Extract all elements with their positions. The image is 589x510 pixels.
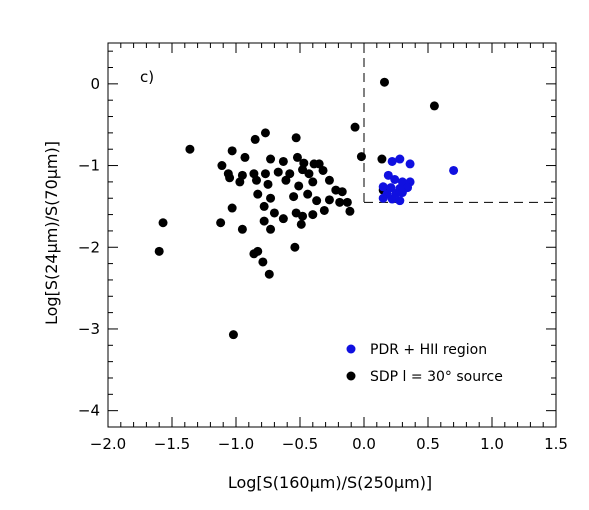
sdp-source-point — [377, 154, 387, 164]
pdr-hii-point — [386, 183, 396, 193]
sdp-source-point — [154, 246, 164, 256]
sdp-source-point — [228, 330, 238, 340]
sdp-source-point — [342, 197, 352, 207]
sdp-source-point — [266, 193, 276, 203]
sdp-source-point — [249, 249, 259, 259]
sdp-source-point — [240, 152, 250, 162]
pdr-hii-point — [405, 159, 415, 169]
sdp-source-point — [266, 154, 276, 164]
sdp-source-point — [335, 197, 345, 207]
x-tick-label: 0.5 — [416, 435, 440, 453]
sdp-source-point — [324, 175, 334, 185]
sdp-source-point — [269, 208, 279, 218]
x-axis-title: Log[S(160μm)/S(250μm)] — [228, 473, 432, 492]
y-tick-label: 0 — [90, 75, 100, 93]
sdp-source-point — [258, 257, 268, 267]
sdp-source-point — [345, 206, 355, 216]
sdp-source-point — [237, 224, 247, 234]
legend-marker-pdr — [346, 344, 356, 354]
legend-marker-sdp — [346, 371, 356, 381]
sdp-source-point — [281, 175, 291, 185]
plot-layer — [154, 43, 556, 340]
sdp-source-point — [285, 169, 295, 179]
pdr-hii-point — [397, 188, 407, 198]
sdp-source-point — [294, 181, 304, 191]
sdp-source-point — [217, 161, 227, 171]
sdp-source-point — [250, 134, 260, 144]
sdp-source-point — [296, 219, 306, 229]
sdp-source-point — [278, 156, 288, 166]
panel-label: c) — [140, 68, 154, 86]
pdr-hii-point — [395, 196, 405, 206]
x-tick-label: −1.0 — [218, 435, 254, 453]
sdp-source-point — [253, 189, 263, 199]
y-axis: 0 −1 −2 −3 −4 — [78, 50, 556, 428]
y-tick-label: −2 — [78, 238, 100, 256]
sdp-source-point — [308, 177, 318, 187]
sdp-source-point — [303, 189, 313, 199]
sdp-source-point — [318, 165, 328, 175]
x-tick-label: −2.0 — [90, 435, 126, 453]
pdr-hii-point — [449, 165, 459, 175]
pdr-hii-point — [383, 170, 393, 180]
sdp-source-point — [312, 196, 322, 206]
sdp-source-point — [260, 169, 270, 179]
sdp-source-point — [227, 146, 237, 156]
sdp-source-point — [304, 169, 314, 179]
sdp-source-point — [379, 77, 389, 87]
pdr-hii-point — [387, 156, 397, 166]
sdp-source-point — [227, 203, 237, 213]
sdp-source-point — [350, 122, 360, 132]
sdp-source-point — [324, 195, 334, 205]
sdp-source-point — [298, 165, 308, 175]
sdp-source-point — [278, 214, 288, 224]
x-tick-label: −0.5 — [282, 435, 318, 453]
pdr-hii-point — [378, 182, 388, 192]
x-tick-label: −1.5 — [154, 435, 190, 453]
y-tick-label: −3 — [78, 320, 100, 338]
sdp-source-point — [291, 133, 301, 143]
sdp-source-point — [289, 192, 299, 202]
sdp-source-point — [216, 218, 226, 228]
sdp-source-point — [251, 175, 261, 185]
pdr-hii-point — [378, 193, 388, 203]
sdp-source-point — [260, 128, 270, 138]
sdp-source-point — [263, 179, 273, 189]
sdp-source-point — [273, 167, 283, 177]
sdp-source-point — [225, 173, 235, 183]
sdp-source-point — [292, 152, 302, 162]
sdp-source-point — [308, 210, 318, 220]
y-axis-title: Log[S(24μm)/S(70μm)] — [42, 141, 61, 325]
pdr-hii-point — [390, 174, 400, 184]
sdp-source-point — [158, 218, 168, 228]
sdp-source-point — [185, 144, 195, 154]
plot-frame — [107, 42, 557, 428]
legend-label-sdp: SDP l = 30° source — [370, 369, 503, 385]
x-tick-label: 1.5 — [544, 435, 568, 453]
y-tick-label: −4 — [78, 402, 100, 420]
sdp-source-point — [259, 216, 269, 226]
legend-label-pdr: PDR + HII region — [370, 342, 487, 358]
x-tick-label: 0.0 — [352, 435, 376, 453]
pdr-hii-point — [387, 194, 397, 204]
sdp-source-point — [429, 101, 439, 111]
sdp-source-point — [319, 205, 329, 215]
sdp-source-point — [314, 159, 324, 169]
sdp-source-point — [264, 269, 274, 279]
sdp-source-point — [356, 152, 366, 162]
sdp-source-point — [266, 224, 276, 234]
pdr-hii-point — [395, 154, 405, 164]
x-tick-label: 1.0 — [480, 435, 504, 453]
y-tick-label: −1 — [78, 157, 100, 175]
sdp-source-point — [337, 187, 347, 197]
sdp-source-point — [298, 211, 308, 221]
sdp-source-point — [290, 242, 300, 252]
sdp-source-point — [235, 177, 245, 187]
sdp-source-point — [259, 201, 269, 211]
legend: PDR + HII region SDP l = 30° source — [346, 342, 503, 385]
